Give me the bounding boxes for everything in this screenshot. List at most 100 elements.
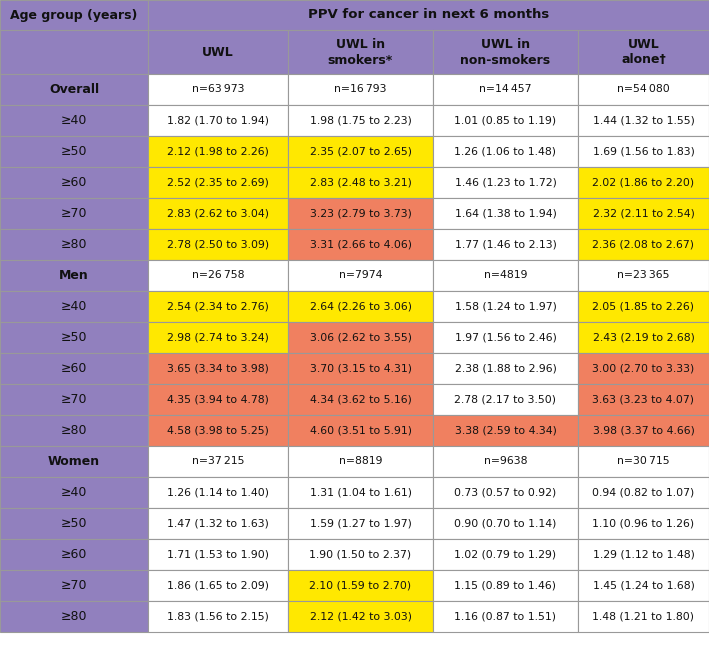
Text: 2.12 (1.98 to 2.26): 2.12 (1.98 to 2.26) [167, 146, 269, 157]
Text: ≥80: ≥80 [61, 424, 87, 437]
Text: 1.86 (1.65 to 2.09): 1.86 (1.65 to 2.09) [167, 581, 269, 590]
Text: ≥50: ≥50 [61, 145, 87, 158]
Bar [433, 384, 578, 415]
Bar [288, 136, 433, 167]
Text: 2.78 (2.17 to 3.50): 2.78 (2.17 to 3.50) [454, 395, 557, 404]
Text: 2.12 (1.42 to 3.03): 2.12 (1.42 to 3.03) [310, 612, 411, 621]
Text: 3.23 (2.79 to 3.73): 3.23 (2.79 to 3.73) [310, 209, 411, 218]
Bar [0, 477, 148, 508]
Text: ≥60: ≥60 [61, 362, 87, 375]
Bar [148, 136, 288, 167]
Text: n=54 080: n=54 080 [617, 84, 670, 95]
Bar [148, 384, 288, 415]
Text: 1.98 (1.75 to 2.23): 1.98 (1.75 to 2.23) [310, 115, 411, 126]
Bar [288, 30, 433, 74]
Bar [433, 477, 578, 508]
Text: 1.16 (0.87 to 1.51): 1.16 (0.87 to 1.51) [454, 612, 557, 621]
Text: 1.69 (1.56 to 1.83): 1.69 (1.56 to 1.83) [593, 146, 694, 157]
Text: 1.46 (1.23 to 1.72): 1.46 (1.23 to 1.72) [454, 178, 557, 187]
Text: ≥40: ≥40 [61, 114, 87, 127]
Text: 3.65 (3.34 to 3.98): 3.65 (3.34 to 3.98) [167, 364, 269, 373]
Bar [148, 415, 288, 446]
Bar [148, 570, 288, 601]
Text: 1.26 (1.06 to 1.48): 1.26 (1.06 to 1.48) [454, 146, 557, 157]
Bar [0, 105, 148, 136]
Text: ≥50: ≥50 [61, 517, 87, 530]
Text: 4.58 (3.98 to 5.25): 4.58 (3.98 to 5.25) [167, 426, 269, 435]
Text: 3.06 (2.62 to 3.55): 3.06 (2.62 to 3.55) [310, 332, 411, 343]
Bar [148, 508, 288, 539]
Text: n=9638: n=9638 [484, 456, 527, 467]
Bar [578, 198, 709, 229]
Text: 1.64 (1.38 to 1.94): 1.64 (1.38 to 1.94) [454, 209, 557, 218]
Text: 1.01 (0.85 to 1.19): 1.01 (0.85 to 1.19) [454, 115, 557, 126]
Text: 1.58 (1.24 to 1.97): 1.58 (1.24 to 1.97) [454, 301, 557, 312]
Text: 1.15 (0.89 to 1.46): 1.15 (0.89 to 1.46) [454, 581, 557, 590]
Bar [0, 508, 148, 539]
Text: 1.47 (1.32 to 1.63): 1.47 (1.32 to 1.63) [167, 518, 269, 529]
Text: 3.98 (3.37 to 4.66): 3.98 (3.37 to 4.66) [593, 426, 694, 435]
Text: 2.02 (1.86 to 2.20): 2.02 (1.86 to 2.20) [593, 178, 695, 187]
Bar [288, 229, 433, 260]
Text: 1.71 (1.53 to 1.90): 1.71 (1.53 to 1.90) [167, 550, 269, 559]
Text: 1.83 (1.56 to 2.15): 1.83 (1.56 to 2.15) [167, 612, 269, 621]
Bar [288, 74, 433, 105]
Text: ≥50: ≥50 [61, 331, 87, 344]
Bar [288, 291, 433, 322]
Text: n=30 715: n=30 715 [618, 456, 670, 467]
Text: 1.48 (1.21 to 1.80): 1.48 (1.21 to 1.80) [593, 612, 695, 621]
Bar [0, 136, 148, 167]
Text: 2.83 (2.48 to 3.21): 2.83 (2.48 to 3.21) [310, 178, 411, 187]
Bar [0, 322, 148, 353]
Bar [433, 322, 578, 353]
Bar [148, 477, 288, 508]
Bar [288, 415, 433, 446]
Text: 2.78 (2.50 to 3.09): 2.78 (2.50 to 3.09) [167, 240, 269, 249]
Text: 2.05 (1.85 to 2.26): 2.05 (1.85 to 2.26) [593, 301, 695, 312]
Bar [148, 353, 288, 384]
Bar [578, 229, 709, 260]
Bar [288, 105, 433, 136]
Bar [433, 601, 578, 632]
Bar [148, 539, 288, 570]
Bar [0, 198, 148, 229]
Bar [433, 446, 578, 477]
Bar [288, 353, 433, 384]
Text: PPV for cancer in next 6 months: PPV for cancer in next 6 months [308, 8, 549, 21]
Text: UWL in
smokers*: UWL in smokers* [328, 38, 393, 67]
Text: 1.10 (0.96 to 1.26): 1.10 (0.96 to 1.26) [593, 518, 695, 529]
Bar [433, 198, 578, 229]
Bar [148, 601, 288, 632]
Bar [0, 570, 148, 601]
Text: 2.10 (1.59 to 2.70): 2.10 (1.59 to 2.70) [309, 581, 411, 590]
Text: 2.38 (1.88 to 2.96): 2.38 (1.88 to 2.96) [454, 364, 557, 373]
Bar [433, 167, 578, 198]
Bar [288, 508, 433, 539]
Text: 0.90 (0.70 to 1.14): 0.90 (0.70 to 1.14) [454, 518, 557, 529]
Bar [578, 477, 709, 508]
Bar [288, 260, 433, 291]
Bar [288, 384, 433, 415]
Text: 1.59 (1.27 to 1.97): 1.59 (1.27 to 1.97) [310, 518, 411, 529]
Bar [148, 260, 288, 291]
Text: Men: Men [59, 269, 89, 282]
Text: ≥70: ≥70 [61, 207, 87, 220]
Text: 4.60 (3.51 to 5.91): 4.60 (3.51 to 5.91) [310, 426, 411, 435]
Bar [433, 260, 578, 291]
Bar [578, 508, 709, 539]
Bar [433, 74, 578, 105]
Bar [433, 229, 578, 260]
Text: 0.94 (0.82 to 1.07): 0.94 (0.82 to 1.07) [593, 487, 695, 498]
Text: n=4819: n=4819 [484, 270, 527, 281]
Bar [0, 539, 148, 570]
Bar [578, 353, 709, 384]
Bar [148, 229, 288, 260]
Bar [0, 30, 148, 74]
Bar [288, 167, 433, 198]
Text: 2.35 (2.07 to 2.65): 2.35 (2.07 to 2.65) [310, 146, 411, 157]
Bar [578, 601, 709, 632]
Bar [148, 198, 288, 229]
Text: Age group (years): Age group (years) [11, 8, 138, 21]
Bar [433, 353, 578, 384]
Text: n=23 365: n=23 365 [618, 270, 670, 281]
